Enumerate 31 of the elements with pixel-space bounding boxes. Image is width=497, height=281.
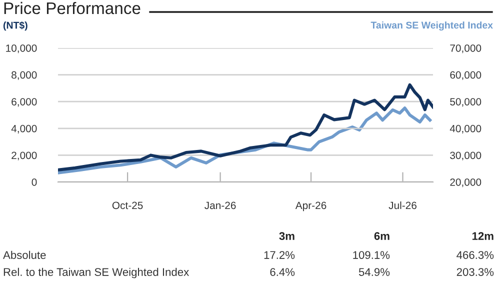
text: 6m xyxy=(374,232,390,240)
x-tick-label: Jan-26 xyxy=(204,202,236,210)
y2-tick-label: 20,000 xyxy=(450,178,482,188)
text: 203.3% xyxy=(456,268,494,276)
y2-tick-label: 70,000 xyxy=(450,44,482,54)
text: 109.1% xyxy=(353,251,390,259)
text: 17.2% xyxy=(264,251,295,259)
y2-tick-label: 50,000 xyxy=(450,98,482,107)
y2-tick-label: 40,000 xyxy=(450,124,482,134)
y-tick-label: 6,000 xyxy=(12,98,37,107)
y-tick-label: 10,000 xyxy=(6,44,37,54)
text: Absolute xyxy=(3,250,46,259)
text: 12m xyxy=(472,232,494,240)
y-tick-label: 8,000 xyxy=(12,71,37,80)
text: 3m xyxy=(279,232,294,240)
y-tick-label: 2,000 xyxy=(12,152,37,160)
text: Rel. to the Taiwan SE Weighted Index xyxy=(4,268,190,278)
y-tick-label: 0 xyxy=(32,178,37,186)
x-tick-label: Jul-26 xyxy=(388,201,416,210)
y-tick-label: 4,000 xyxy=(11,124,37,134)
text: 466.3% xyxy=(456,251,494,259)
x-tick-label: Oct-25 xyxy=(112,202,143,210)
chart-title: Price Performance xyxy=(4,2,140,14)
text: 6.4% xyxy=(270,268,295,276)
y2-axis-title: Taiwan SE Weighted Index xyxy=(370,21,493,31)
x-tick-label: Apr-26 xyxy=(295,202,326,212)
y-axis-title: (NT$) xyxy=(3,21,28,31)
y2-tick-label: 60,000 xyxy=(450,71,482,80)
line-series xyxy=(58,83,433,172)
text: 54.9% xyxy=(358,268,390,276)
y2-tick-label: 30,000 xyxy=(450,152,482,160)
